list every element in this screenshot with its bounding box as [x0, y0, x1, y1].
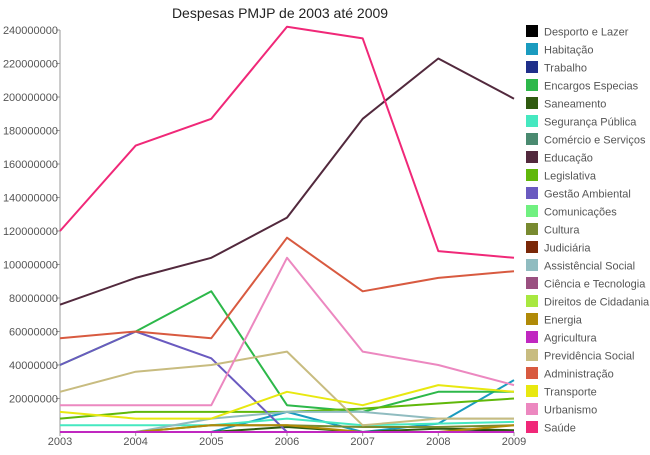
legend-label-assistencial-social: Assistêncial Social	[544, 261, 635, 273]
legend-label-cultura: Cultura	[544, 225, 580, 237]
legend-label-agricultura: Agricultura	[544, 333, 597, 345]
legend-swatch-transporte	[526, 385, 538, 397]
legend-swatch-seguranca-publica	[526, 115, 538, 127]
y-tick-label: 220000000	[3, 59, 58, 71]
legend-swatch-saneamento	[526, 97, 538, 109]
legend-swatch-saude	[526, 421, 538, 433]
x-tick-label: 2004	[123, 436, 147, 448]
series-line-saude	[59, 25, 515, 259]
legend-label-comunicacoes: Comunicações	[544, 207, 617, 219]
y-tick-label: 100000000	[3, 260, 58, 272]
legend: Desporto e Lazer Habitação Trabalho Encargo…	[526, 25, 650, 435]
legend-swatch-desporto-e-lazer	[526, 25, 538, 37]
legend-label-habitacao: Habitação	[544, 45, 594, 57]
y-tick-label: 240000000	[3, 25, 58, 37]
x-tick-label: 2009	[502, 436, 526, 448]
series-line-transporte	[59, 384, 515, 420]
legend-swatch-encargos-especias	[526, 79, 538, 91]
x-tick-label: 2006	[275, 436, 299, 448]
legend-swatch-ciencia-e-tecnologia	[526, 277, 538, 289]
series-lines	[59, 25, 515, 433]
legend-swatch-comunicacoes	[526, 205, 538, 217]
legend-label-comercio-e-servicos: Comércio e Serviços	[544, 135, 646, 147]
legend-swatch-direitos-de-cidadania	[526, 295, 538, 307]
legend-swatch-trabalho	[526, 61, 538, 73]
legend-swatch-assistencial-social	[526, 259, 538, 271]
axes: 20000000 40000000 60000000 80000000 10000000…	[3, 25, 526, 448]
legend-label-energia: Energia	[544, 315, 583, 327]
legend-label-saneamento: Saneamento	[544, 99, 606, 111]
x-tick-label: 2003	[48, 436, 72, 448]
x-tick-label: 2008	[426, 436, 450, 448]
legend-swatch-educacao	[526, 151, 538, 163]
legend-swatch-urbanismo	[526, 403, 538, 415]
legend-swatch-judiciaria	[526, 241, 538, 253]
series-line-previdencia-social	[59, 350, 514, 427]
legend-label-desporto-e-lazer: Desporto e Lazer	[544, 27, 629, 39]
series-line-urbanismo	[60, 256, 515, 407]
legend-label-judiciaria: Judiciária	[544, 243, 591, 255]
legend-swatch-energia	[526, 313, 538, 325]
y-tick-label: 160000000	[3, 159, 58, 171]
series-line-legislativa	[59, 397, 515, 420]
x-tick-label: 2007	[350, 436, 374, 448]
legend-swatch-agricultura	[526, 331, 538, 343]
legend-label-urbanismo: Urbanismo	[544, 405, 597, 417]
x-tick-label: 2005	[199, 436, 223, 448]
legend-label-saude: Saúde	[544, 423, 576, 435]
y-tick-label: 60000000	[9, 327, 58, 339]
legend-swatch-legislativa	[526, 169, 538, 181]
y-tick-label: 180000000	[3, 126, 58, 138]
legend-swatch-gestao-ambiental	[526, 187, 538, 199]
legend-swatch-habitacao	[526, 43, 538, 55]
legend-label-ciencia-e-tecnologia: Ciência e Tecnologia	[544, 279, 646, 291]
y-tick-label: 140000000	[3, 193, 58, 205]
legend-label-gestao-ambiental: Gestão Ambiental	[544, 189, 631, 201]
legend-swatch-previdencia-social	[526, 349, 538, 361]
series-line-educacao	[59, 57, 515, 306]
y-tick-label: 40000000	[9, 360, 58, 372]
legend-label-encargos-especias: Encargos Especias	[544, 81, 639, 93]
legend-swatch-administracao	[526, 367, 538, 379]
legend-label-educacao: Educação	[544, 153, 593, 165]
legend-swatch-cultura	[526, 223, 538, 235]
chart-title: Despesas PMJP de 2003 até 2009	[172, 5, 388, 21]
y-tick-label: 120000000	[3, 226, 58, 238]
legend-label-direitos-de-cidadania: Direitos de Cidadania	[544, 297, 650, 309]
legend-label-transporte: Transporte	[544, 387, 597, 399]
y-tick-label: 200000000	[3, 92, 58, 104]
legend-label-trabalho: Trabalho	[544, 63, 587, 75]
legend-label-seguranca-publica: Segurança Pública	[544, 117, 637, 129]
series-line-administracao	[59, 236, 515, 340]
legend-label-previdencia-social: Previdência Social	[544, 351, 635, 363]
y-tick-label: 80000000	[9, 293, 58, 305]
legend-label-legislativa: Legislativa	[544, 171, 597, 183]
legend-label-administracao: Administração	[544, 369, 614, 381]
legend-swatch-comercio-e-servicos	[526, 133, 538, 145]
series-line-seguranca-publica	[60, 417, 515, 427]
y-tick-label: 20000000	[9, 394, 58, 406]
